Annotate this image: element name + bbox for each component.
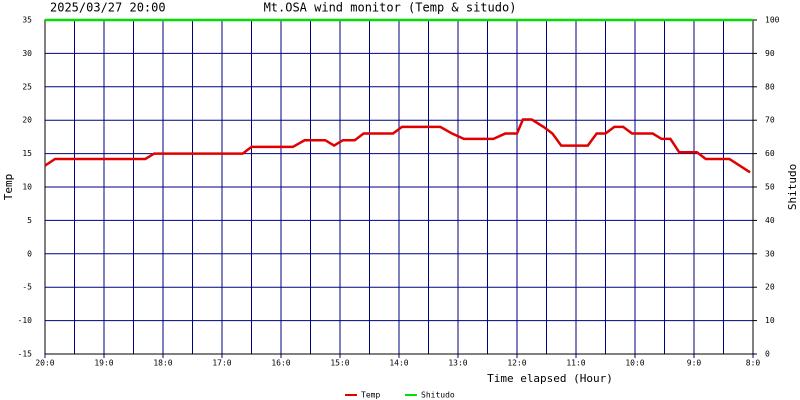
- y2-tick-label: 30: [765, 249, 775, 258]
- y-tick-label: 10: [22, 183, 32, 192]
- y-tick-label: -15: [18, 350, 33, 359]
- x-tick-label: 8:0: [746, 359, 761, 368]
- line-series: [44, 118, 751, 174]
- y2-tick-label: 40: [765, 216, 775, 225]
- y2-tick-label: 0: [765, 350, 770, 359]
- y-axis-label: Temp: [2, 174, 15, 201]
- x-tick-label: 17:0: [212, 359, 231, 368]
- y-tick-label: 15: [22, 149, 32, 158]
- y-tick-label: 0: [27, 249, 32, 258]
- y-tick-label: 20: [22, 116, 32, 125]
- y2-tick-label: 10: [765, 316, 775, 325]
- chart-title: Mt.OSA wind monitor (Temp & situdo): [264, 1, 517, 15]
- x-tick-label: 16:0: [271, 359, 290, 368]
- legend-label: Temp: [361, 391, 380, 400]
- x-tick-label: 9:0: [687, 359, 702, 368]
- y2-tick-label: 100: [765, 16, 780, 25]
- y-tick-label: 5: [27, 216, 32, 225]
- y2-axis-label: Shitudo: [786, 164, 799, 210]
- y2-tick-label: 60: [765, 149, 775, 158]
- y-tick-label: 30: [22, 49, 32, 58]
- x-tick-label: 14:0: [389, 359, 408, 368]
- legend-label: Shitudo: [421, 391, 455, 400]
- y2-tick-label: 50: [765, 183, 775, 192]
- x-tick-label: 10:0: [625, 359, 644, 368]
- x-tick-label: 18:0: [153, 359, 172, 368]
- y-tick-label: 25: [22, 82, 32, 91]
- y2-tick-label: 90: [765, 49, 775, 58]
- y2-tick-label: 70: [765, 116, 775, 125]
- y2-tick-label: 20: [765, 283, 775, 292]
- y-tick-label: -5: [22, 283, 32, 292]
- chart-date: 2025/03/27 20:00: [50, 1, 166, 15]
- x-tick-label: 13:0: [448, 359, 467, 368]
- y-tick-label: 35: [22, 16, 32, 25]
- x-tick-label: 15:0: [330, 359, 349, 368]
- x-axis-label: Time elapsed (Hour): [487, 372, 613, 385]
- x-tick-label: 11:0: [566, 359, 585, 368]
- y2-tick-label: 80: [765, 82, 775, 91]
- x-tick-label: 19:0: [94, 359, 113, 368]
- x-tick-label: 12:0: [507, 359, 526, 368]
- y-tick-label: -10: [18, 316, 33, 325]
- x-tick-label: 20:0: [35, 359, 54, 368]
